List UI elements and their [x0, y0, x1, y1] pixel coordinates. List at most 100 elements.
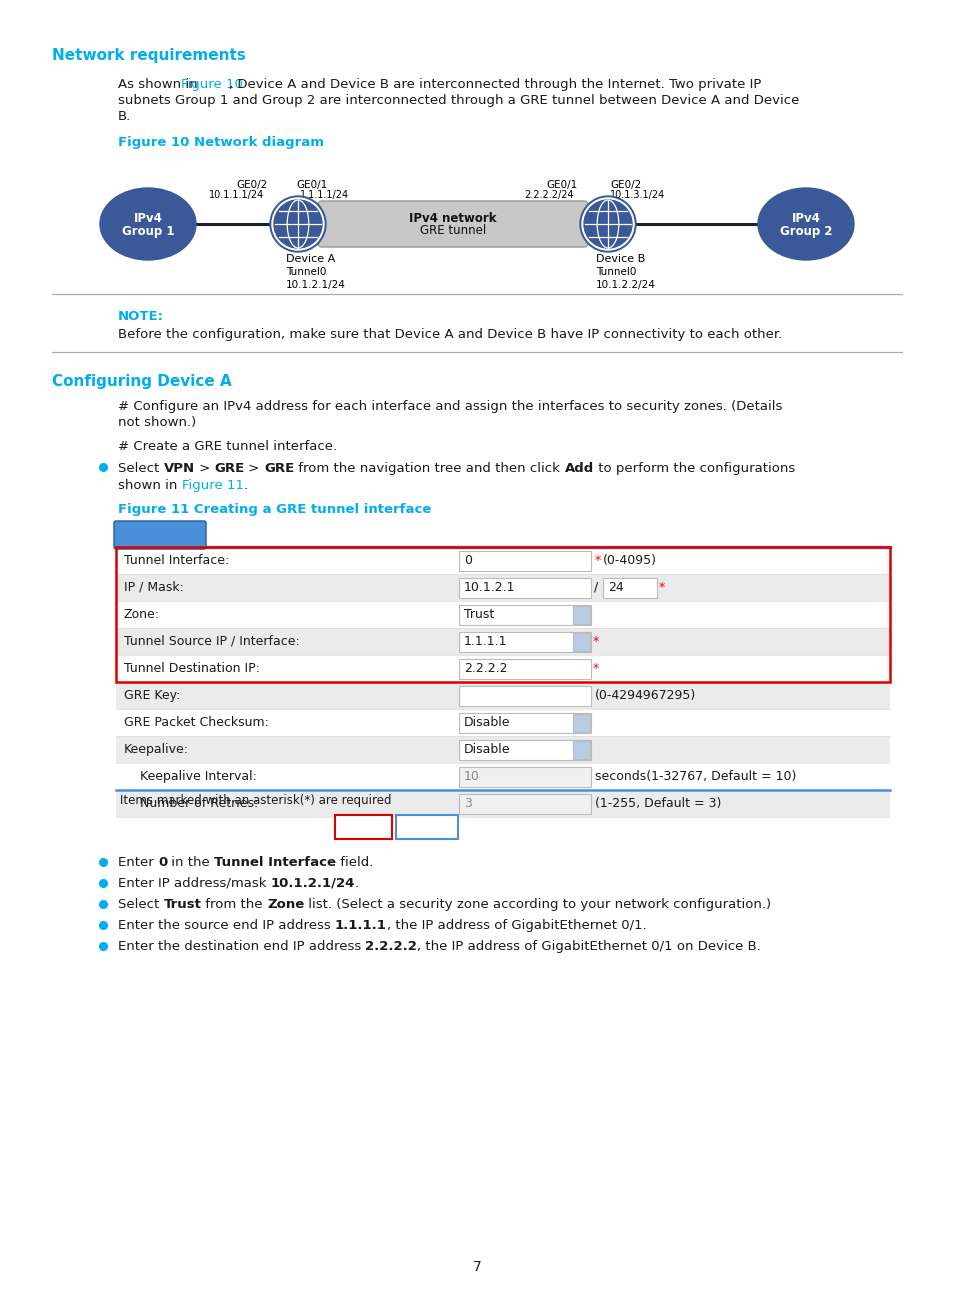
Text: , the IP address of GigabitEthernet 0/1 on Device B.: , the IP address of GigabitEthernet 0/1 …	[416, 940, 760, 953]
Text: Device A: Device A	[286, 254, 335, 264]
FancyBboxPatch shape	[395, 815, 457, 839]
Text: (0-4095): (0-4095)	[602, 553, 657, 568]
Text: Device B: Device B	[596, 254, 644, 264]
FancyBboxPatch shape	[116, 601, 889, 629]
Text: >: >	[194, 461, 214, 476]
Text: Group 1: Group 1	[122, 226, 174, 238]
Text: (1-255, Default = 3): (1-255, Default = 3)	[595, 797, 720, 810]
Text: Tunnel0: Tunnel0	[286, 267, 326, 277]
Ellipse shape	[272, 198, 324, 250]
FancyBboxPatch shape	[458, 578, 590, 597]
Text: IPv4 network: IPv4 network	[409, 211, 497, 224]
FancyBboxPatch shape	[458, 740, 590, 759]
Text: 2.2.2.2: 2.2.2.2	[463, 662, 507, 675]
FancyBboxPatch shape	[116, 791, 889, 816]
Text: subnets Group 1 and Group 2 are interconnected through a GRE tunnel between Devi: subnets Group 1 and Group 2 are intercon…	[118, 95, 799, 108]
Text: .: .	[243, 480, 248, 492]
Text: GE0/2: GE0/2	[609, 180, 640, 191]
Text: ▾: ▾	[578, 636, 583, 647]
Text: *: *	[593, 635, 598, 648]
Text: Figure 11: Figure 11	[181, 480, 243, 492]
Text: 10.1.2.2/24: 10.1.2.2/24	[596, 280, 655, 290]
FancyBboxPatch shape	[458, 713, 590, 732]
Text: Add Tunnel: Add Tunnel	[121, 529, 199, 542]
Text: Enter: Enter	[118, 855, 158, 870]
FancyBboxPatch shape	[573, 605, 589, 623]
Text: 1.1.1.1: 1.1.1.1	[335, 919, 387, 932]
Text: # Configure an IPv4 address for each interface and assign the interfaces to secu: # Configure an IPv4 address for each int…	[118, 400, 781, 413]
Text: Figure 11 Creating a GRE tunnel interface: Figure 11 Creating a GRE tunnel interfac…	[118, 503, 431, 516]
Text: Trust: Trust	[463, 608, 494, 621]
FancyBboxPatch shape	[116, 763, 889, 791]
Text: 10.1.2.1/24: 10.1.2.1/24	[271, 877, 355, 890]
Text: Disable: Disable	[463, 715, 510, 728]
Text: Select: Select	[118, 461, 163, 476]
Text: 1.1.1.1: 1.1.1.1	[463, 635, 507, 648]
Text: from the navigation tree and then click: from the navigation tree and then click	[294, 461, 564, 476]
FancyBboxPatch shape	[573, 740, 589, 758]
Text: Apply: Apply	[346, 820, 380, 833]
FancyBboxPatch shape	[458, 686, 590, 705]
Text: 0: 0	[158, 855, 167, 870]
FancyBboxPatch shape	[573, 714, 589, 731]
FancyBboxPatch shape	[113, 521, 206, 550]
Text: GE0/1: GE0/1	[295, 180, 327, 191]
Ellipse shape	[581, 198, 634, 250]
Text: 0: 0	[463, 553, 472, 568]
Text: GRE Packet Checksum:: GRE Packet Checksum:	[124, 715, 269, 728]
Text: Cancel: Cancel	[405, 820, 448, 833]
Text: GE0/2: GE0/2	[236, 180, 268, 191]
FancyBboxPatch shape	[116, 682, 889, 709]
FancyBboxPatch shape	[458, 766, 590, 787]
Text: Group 2: Group 2	[779, 226, 831, 238]
Text: Zone:: Zone:	[124, 608, 160, 621]
Text: Enter IP address/mask: Enter IP address/mask	[118, 877, 271, 890]
Text: Enter the destination end IP address: Enter the destination end IP address	[118, 940, 365, 953]
Text: Figure 10 Network diagram: Figure 10 Network diagram	[118, 136, 324, 149]
Text: Enter the source end IP address: Enter the source end IP address	[118, 919, 335, 932]
Text: .: .	[355, 877, 359, 890]
Text: 2.2.2.2: 2.2.2.2	[365, 940, 416, 953]
Text: Figure 10: Figure 10	[181, 78, 243, 91]
Text: GRE: GRE	[264, 461, 294, 476]
FancyBboxPatch shape	[458, 604, 590, 625]
Text: Before the configuration, make sure that Device A and Device B have IP connectiv: Before the configuration, make sure that…	[118, 328, 781, 341]
FancyBboxPatch shape	[116, 574, 889, 601]
Text: 7: 7	[472, 1260, 481, 1274]
Text: Select: Select	[118, 898, 163, 911]
Text: 1.1.1.1/24: 1.1.1.1/24	[299, 191, 349, 200]
Text: Configuring Device A: Configuring Device A	[52, 375, 232, 389]
Text: >: >	[244, 461, 264, 476]
Text: Items marked with an asterisk(*) are required: Items marked with an asterisk(*) are req…	[120, 794, 391, 807]
Text: ▾: ▾	[578, 744, 583, 754]
Text: As shown in: As shown in	[118, 78, 202, 91]
Text: 10: 10	[463, 770, 479, 783]
FancyBboxPatch shape	[317, 201, 587, 248]
Ellipse shape	[100, 188, 195, 260]
Text: Tunnel Destination IP:: Tunnel Destination IP:	[124, 662, 259, 675]
Text: IP / Mask:: IP / Mask:	[124, 581, 184, 594]
FancyBboxPatch shape	[116, 547, 889, 574]
Text: Number of Retries:: Number of Retries:	[124, 797, 258, 810]
FancyBboxPatch shape	[573, 632, 589, 651]
Text: , the IP address of GigabitEthernet 0/1.: , the IP address of GigabitEthernet 0/1.	[387, 919, 646, 932]
Text: 10.1.3.1/24: 10.1.3.1/24	[609, 191, 664, 200]
Text: Keepalive Interval:: Keepalive Interval:	[124, 770, 256, 783]
Text: *: *	[659, 581, 664, 594]
FancyBboxPatch shape	[458, 631, 590, 652]
Text: seconds(1-32767, Default = 10): seconds(1-32767, Default = 10)	[595, 770, 796, 783]
Text: *: *	[593, 662, 598, 675]
Text: 10.1.2.1: 10.1.2.1	[463, 581, 515, 594]
Ellipse shape	[758, 188, 853, 260]
Text: Keepalive:: Keepalive:	[124, 743, 189, 756]
Text: 24: 24	[607, 581, 623, 594]
Text: to perform the configurations: to perform the configurations	[593, 461, 794, 476]
Text: Network requirements: Network requirements	[52, 48, 246, 64]
Text: ▾: ▾	[578, 609, 583, 619]
Text: , Device A and Device B are interconnected through the Internet. Two private IP: , Device A and Device B are interconnect…	[229, 78, 760, 91]
Text: 10.1.2.1/24: 10.1.2.1/24	[286, 280, 346, 290]
Text: 2.2.2.2/24: 2.2.2.2/24	[524, 191, 574, 200]
Text: Tunnel0: Tunnel0	[596, 267, 636, 277]
Text: list. (Select a security zone according to your network configuration.): list. (Select a security zone according …	[304, 898, 771, 911]
Ellipse shape	[583, 200, 631, 248]
